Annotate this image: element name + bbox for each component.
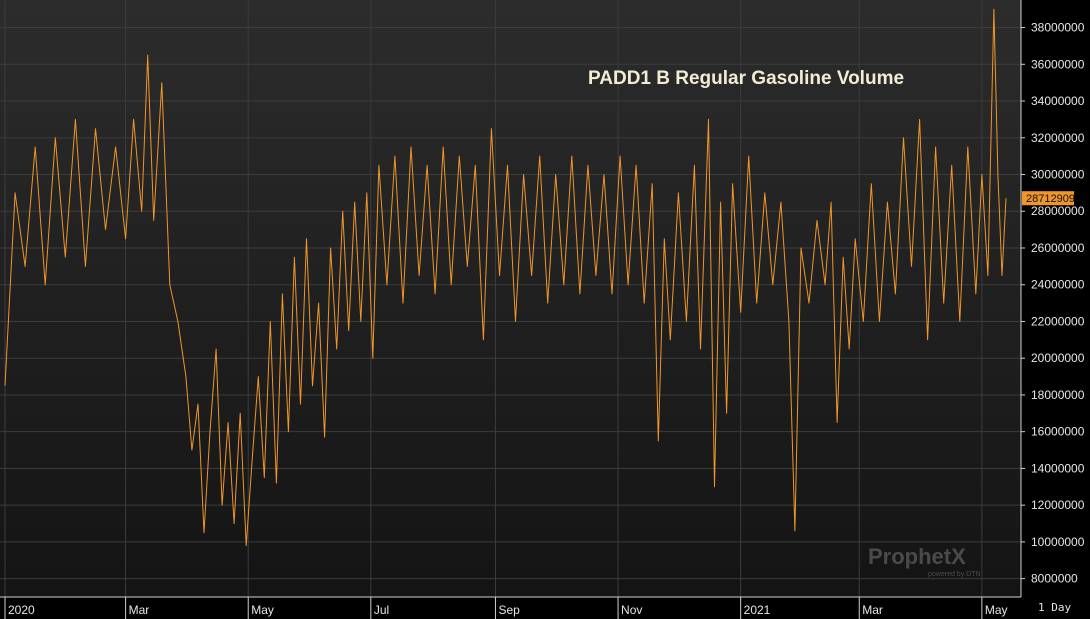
y-tick-label: 24000000	[1031, 278, 1085, 292]
last-value-box	[1022, 191, 1074, 206]
watermark: ProphetX powered by DTN	[868, 544, 981, 578]
interval-label[interactable]: 1 Day	[1038, 601, 1071, 614]
y-tick-label: 14000000	[1031, 461, 1085, 475]
last-value-marker: 28712909	[1022, 191, 1075, 206]
series-layer	[4, 8, 1007, 547]
y-tick-label: 12000000	[1031, 498, 1085, 512]
x-axis-ticks[interactable]: 2020 Mar May Jul Sep Nov 2021 Mar May	[4, 597, 1008, 619]
y-tick-label: 28000000	[1031, 204, 1085, 218]
y-tick-label: 16000000	[1031, 425, 1085, 439]
y-tick-label: 34000000	[1031, 94, 1085, 108]
y-tick-label: 20000000	[1031, 351, 1085, 365]
chart-title: PADD1 B Regular Gasoline Volume	[588, 68, 904, 89]
x-tick-label: 2020	[8, 603, 35, 617]
interval-button-bg[interactable]	[1022, 598, 1090, 619]
x-tick-label: May	[251, 603, 274, 617]
x-tick-label: Nov	[621, 603, 642, 617]
interval-button[interactable]: 1 Day	[1022, 598, 1090, 619]
last-value-label: 28712909	[1026, 193, 1075, 205]
x-tick-label: Sep	[498, 603, 520, 617]
y-tick-label: 32000000	[1031, 131, 1085, 145]
x-tick-label: Mar	[862, 603, 883, 617]
y-axis-ticks[interactable]: 8000000 10000000 12000000 14000000 16000000 1…	[1021, 21, 1085, 586]
series-line	[4, 8, 1007, 547]
x-tick-label: Mar	[129, 603, 150, 617]
y-tick-label: 26000000	[1031, 241, 1085, 255]
watermark-main: ProphetX	[868, 544, 966, 569]
y-tick-label: 30000000	[1031, 168, 1085, 182]
y-tick-label: 22000000	[1031, 314, 1085, 328]
plot-area	[0, 0, 1021, 597]
x-tick-label: May	[985, 603, 1008, 617]
x-tick-label: 2021	[744, 603, 771, 617]
y-tick-label: 8000000	[1031, 572, 1078, 586]
watermark-sub: powered by DTN	[928, 571, 981, 578]
y-tick-label: 38000000	[1031, 21, 1085, 35]
y-tick-label: 18000000	[1031, 388, 1085, 402]
y-tick-label: 10000000	[1031, 535, 1085, 549]
x-tick-label: Jul	[374, 603, 389, 617]
y-tick-label: 36000000	[1031, 57, 1085, 71]
